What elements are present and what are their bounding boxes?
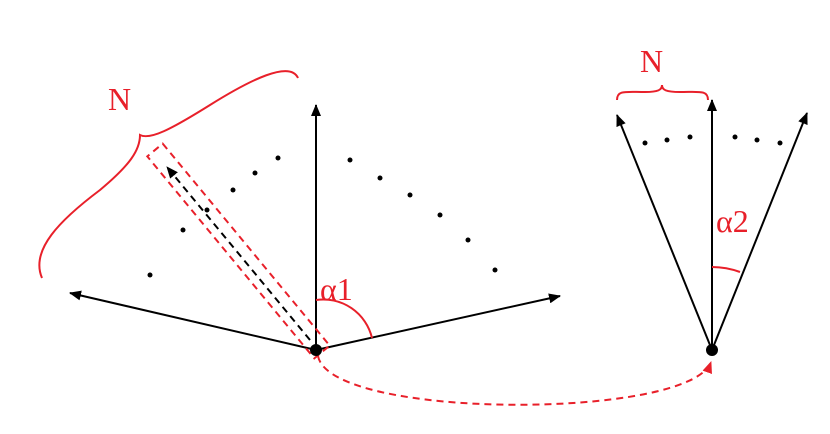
transfer-arrow [317,355,712,406]
left-fan: N α1 [38,70,561,360]
label: α2 [716,203,749,239]
angle-arc [315,298,373,339]
label: α1 [320,271,353,307]
label: N [108,81,131,117]
brace [38,70,299,279]
origin [706,344,718,356]
origin [310,344,322,356]
dots [147,155,498,278]
right-fan: N α2 [616,43,808,356]
arrow [711,112,808,351]
highlight-box [145,142,332,360]
arrow [315,293,561,351]
arrow [616,114,713,351]
dashed-arrow [166,166,311,341]
dots [642,134,783,146]
label: N [640,43,663,79]
angle-arc [711,266,741,273]
arrow [69,290,317,351]
brace [616,84,709,101]
